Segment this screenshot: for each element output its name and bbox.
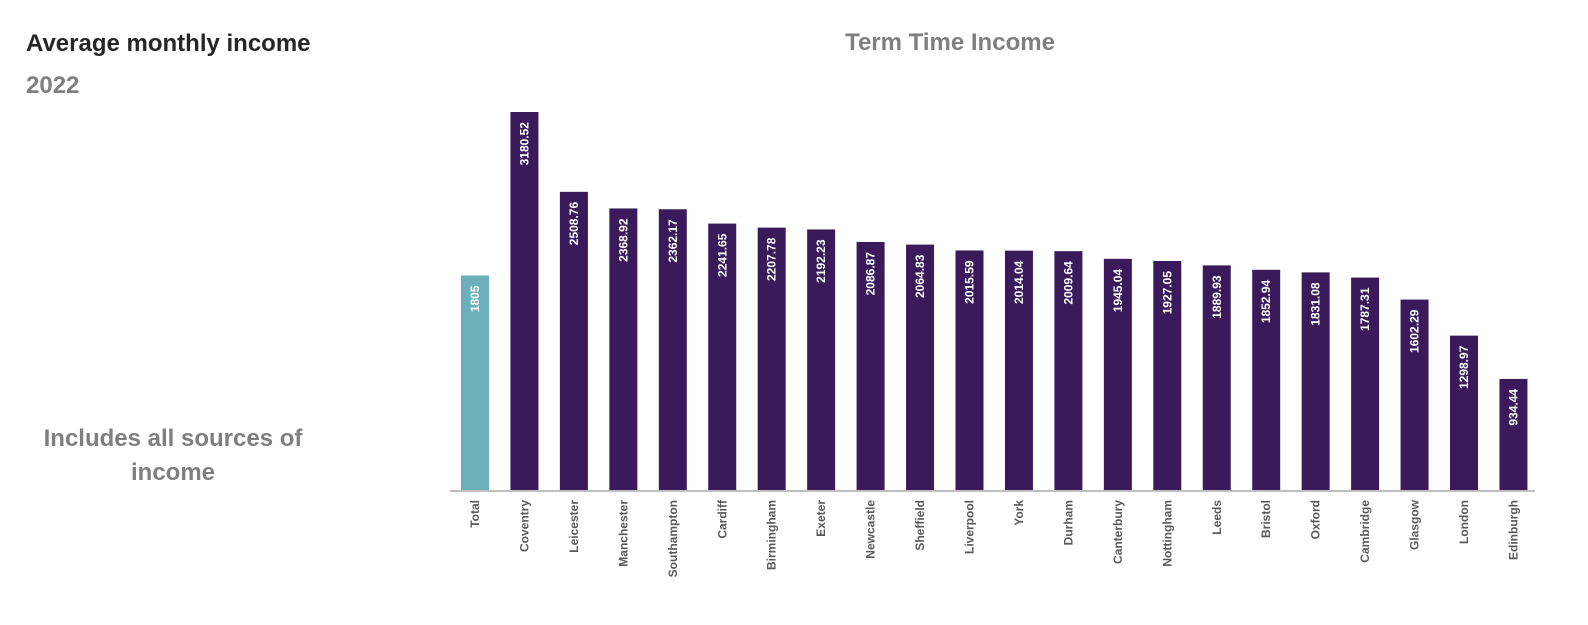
bar-bristol — [1252, 269, 1281, 490]
x-tick-label-coventry: Coventry — [517, 500, 531, 552]
bar-value-label-cambridge: 1787.31 — [1358, 287, 1372, 331]
x-tick-labels: Total Coventry Leicester Manchester Southamp… — [468, 499, 1520, 577]
bar-value-label-cardiff: 2241.65 — [715, 233, 729, 277]
x-tick-label-bristol: Bristol — [1259, 500, 1273, 538]
chart-heading: Average monthly income — [26, 30, 311, 57]
x-tick-label-cambridge: Cambridge — [1358, 500, 1372, 563]
bar-value-label-london: 1298.97 — [1457, 345, 1471, 389]
bar-london — [1450, 335, 1478, 490]
x-tick-label-manchester: Manchester — [616, 500, 630, 567]
bar-newcastle — [856, 241, 885, 490]
bar-leeds — [1202, 265, 1231, 490]
bar-value-label-edinburgh: 934.44 — [1506, 389, 1520, 426]
bar-value-label-birmingham: 2207.78 — [765, 237, 779, 281]
bar-cambridge — [1351, 277, 1380, 490]
bar-canterbury — [1103, 258, 1132, 490]
bar-value-label-southampton: 2362.17 — [666, 219, 680, 263]
x-tick-label-nottingham: Nottingham — [1160, 500, 1174, 567]
bar-value-label-leicester: 2508.76 — [567, 202, 581, 246]
bar-glasgow — [1400, 299, 1429, 490]
bar-durham — [1054, 251, 1083, 490]
x-tick-label-exeter: Exeter — [814, 500, 828, 537]
bar-value-label-york: 2014.04 — [1012, 260, 1026, 304]
bar-value-label-canterbury: 1945.04 — [1111, 269, 1125, 313]
bar-value-label-total: 1805 — [468, 285, 482, 312]
chart-title: Term Time Income — [845, 29, 1055, 56]
x-tick-label-sheffield: Sheffield — [913, 500, 927, 551]
bar-value-label-sheffield: 2064.83 — [913, 254, 927, 298]
bar-oxford — [1301, 272, 1330, 490]
bar-value-label-oxford: 1831.08 — [1309, 282, 1323, 326]
x-tick-label-southampton: Southampton — [666, 500, 680, 577]
bar-york — [1004, 250, 1033, 490]
chart-note: Includes all sources of income — [43, 425, 303, 486]
bar-value-label-liverpool: 2015.59 — [963, 260, 977, 304]
bars-group: 1805 3180.52 2508.76 2368.92 2362.17 2241.65 2… — [461, 112, 1528, 491]
bar-value-label-leeds: 1889.93 — [1210, 275, 1224, 319]
bar-value-label-glasgow: 1602.29 — [1408, 309, 1422, 353]
bar-value-label-newcastle: 2086.87 — [864, 252, 878, 296]
x-tick-label-cardiff: Cardiff — [715, 499, 729, 539]
x-tick-label-york: York — [1012, 500, 1026, 526]
bar-value-label-manchester: 2368.92 — [616, 218, 630, 262]
bar-sheffield — [906, 244, 935, 490]
x-tick-label-newcastle: Newcastle — [864, 500, 878, 559]
x-tick-label-london: London — [1457, 500, 1471, 544]
x-tick-label-birmingham: Birmingham — [765, 500, 779, 570]
x-tick-label-durham: Durham — [1061, 500, 1075, 545]
bar-value-label-exeter: 2192.23 — [814, 239, 828, 283]
bar-value-label-nottingham: 1927.05 — [1160, 271, 1174, 315]
bar-liverpool — [955, 250, 984, 490]
x-tick-label-canterbury: Canterbury — [1111, 500, 1125, 564]
bar-birmingham — [757, 227, 786, 490]
bar-manchester — [609, 208, 638, 490]
x-tick-label-leeds: Leeds — [1210, 500, 1224, 535]
x-tick-label-oxford: Oxford — [1309, 500, 1323, 539]
x-tick-label-glasgow: Glasgow — [1408, 499, 1422, 550]
bar-cardiff — [708, 223, 737, 490]
bar-southampton — [658, 209, 687, 491]
x-tick-label-total: Total — [468, 500, 482, 528]
bar-total — [461, 275, 489, 490]
bar-value-label-bristol: 1852.94 — [1259, 279, 1273, 323]
bar-edinburgh — [1499, 378, 1528, 490]
bar-exeter — [807, 229, 836, 490]
bar-nottingham — [1153, 260, 1182, 490]
bar-leicester — [559, 191, 588, 491]
x-tick-label-leicester: Leicester — [567, 500, 581, 553]
chart-year: 2022 — [26, 72, 80, 99]
bar-value-label-coventry: 3180.52 — [517, 122, 531, 166]
x-tick-label-liverpool: Liverpool — [963, 500, 977, 554]
bar-value-label-durham: 2009.64 — [1061, 261, 1075, 305]
x-tick-label-edinburgh: Edinburgh — [1506, 500, 1520, 560]
bar-coventry — [510, 112, 539, 490]
